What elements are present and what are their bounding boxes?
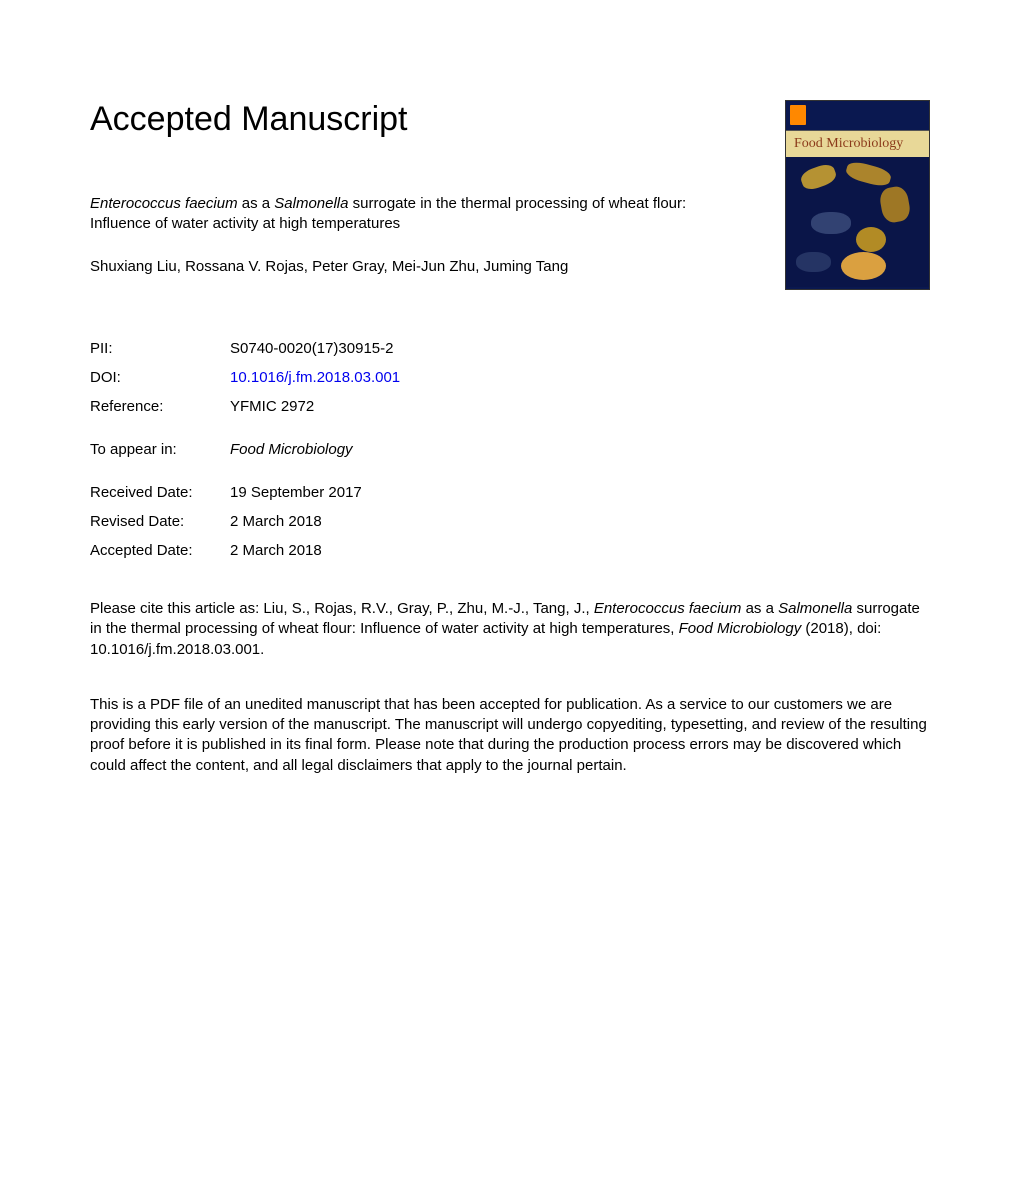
meta-label: Revised Date: <box>90 513 230 530</box>
citation-journal: Food Microbiology <box>679 620 802 637</box>
meta-label: To appear in: <box>90 441 230 458</box>
title-italic-1: Enterococcus faecium <box>90 195 238 212</box>
cover-blob-icon <box>878 185 912 224</box>
meta-row-appear: To appear in: Food Microbiology <box>90 441 930 458</box>
meta-label: Received Date: <box>90 484 230 501</box>
cover-title-band: Food Microbiology <box>786 131 929 157</box>
meta-row-received: Received Date: 19 September 2017 <box>90 484 930 501</box>
header-row: Accepted Manuscript Enterococcus faecium… <box>90 100 930 290</box>
citation-italic-1: Enterococcus faecium <box>594 600 742 617</box>
cover-blob-icon <box>811 212 851 234</box>
cover-top-bar <box>786 101 929 131</box>
citation-italic-2: Salmonella <box>778 600 852 617</box>
journal-cover: Food Microbiology <box>785 100 930 290</box>
meta-row-reference: Reference: YFMIC 2972 <box>90 398 930 415</box>
cover-blob-icon <box>841 252 886 280</box>
cover-blob-icon <box>799 162 839 193</box>
meta-value: 2 March 2018 <box>230 513 930 530</box>
meta-value: 2 March 2018 <box>230 542 930 559</box>
doi-link[interactable]: 10.1016/j.fm.2018.03.001 <box>230 369 930 386</box>
cover-blob-icon <box>844 159 892 188</box>
meta-spacer <box>90 427 930 441</box>
authors-line: Shuxiang Liu, Rossana V. Rojas, Peter Gr… <box>90 257 745 277</box>
meta-label: DOI: <box>90 369 230 386</box>
cover-blob-icon <box>796 252 831 272</box>
meta-value: Food Microbiology <box>230 441 930 458</box>
title-mid-1: as a <box>238 195 275 212</box>
meta-label: Accepted Date: <box>90 542 230 559</box>
cover-blob-icon <box>856 227 886 252</box>
disclaimer-block: This is a PDF file of an unedited manusc… <box>90 695 930 776</box>
cover-image <box>786 157 929 287</box>
meta-label: Reference: <box>90 398 230 415</box>
meta-row-doi: DOI: 10.1016/j.fm.2018.03.001 <box>90 369 930 386</box>
citation-mid-1: as a <box>741 600 778 617</box>
meta-row-accepted: Accepted Date: 2 March 2018 <box>90 542 930 559</box>
elsevier-logo-icon <box>790 105 806 125</box>
title-section: Accepted Manuscript Enterococcus faecium… <box>90 100 785 277</box>
meta-spacer <box>90 470 930 484</box>
meta-value: YFMIC 2972 <box>230 398 930 415</box>
meta-value: 19 September 2017 <box>230 484 930 501</box>
meta-row-pii: PII: S0740-0020(17)30915-2 <box>90 340 930 357</box>
metadata-table: PII: S0740-0020(17)30915-2 DOI: 10.1016/… <box>90 340 930 559</box>
meta-row-revised: Revised Date: 2 March 2018 <box>90 513 930 530</box>
title-italic-2: Salmonella <box>274 195 348 212</box>
page-heading: Accepted Manuscript <box>90 100 745 139</box>
citation-block: Please cite this article as: Liu, S., Ro… <box>90 599 930 660</box>
citation-prefix: Please cite this article as: Liu, S., Ro… <box>90 600 594 617</box>
article-title: Enterococcus faecium as a Salmonella sur… <box>90 194 745 235</box>
meta-label: PII: <box>90 340 230 357</box>
meta-value: S0740-0020(17)30915-2 <box>230 340 930 357</box>
